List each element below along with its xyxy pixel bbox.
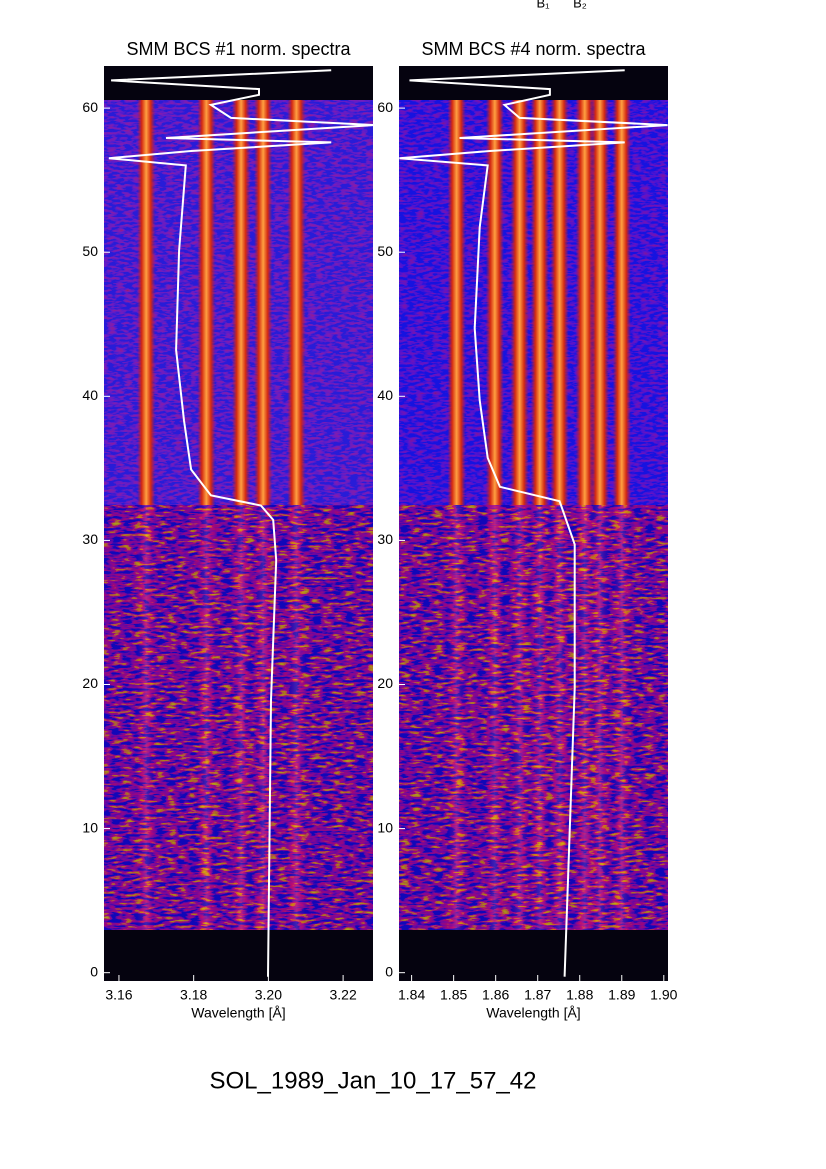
x-tick-label: 1.84 (398, 987, 425, 1003)
annotation: B₂ (573, 0, 587, 10)
chart-title: SMM BCS #1 norm. spectra (126, 39, 351, 59)
image-lower-noise (104, 505, 373, 930)
x-tick-label: 1.86 (482, 987, 509, 1003)
x-tick-label: 1.85 (440, 987, 467, 1003)
light-curve (399, 69, 668, 977)
spectral-line (575, 100, 594, 505)
image-bottom-dark (104, 930, 373, 981)
spectral-line (287, 100, 306, 505)
y-tick-label: 0 (385, 963, 393, 979)
y-tick-label: 50 (377, 243, 393, 259)
spectral-line (137, 100, 156, 505)
y-tick-label: 10 (377, 819, 393, 835)
image-bottom-dark (399, 930, 668, 981)
light-curve (108, 69, 373, 977)
spectral-line (550, 100, 569, 505)
spectral-line (197, 100, 216, 505)
y-tick-label: 20 (82, 675, 98, 691)
figure-title: SOL_1989_Jan_10_17_57_42 (210, 1067, 537, 1094)
x-tick-label: 3.16 (105, 987, 132, 1003)
y-tick-label: 50 (82, 243, 98, 259)
y-tick-label: 40 (377, 387, 393, 403)
spectral-line (232, 100, 251, 505)
spectral-line (590, 100, 609, 505)
x-tick-label: 1.90 (650, 987, 677, 1003)
spectral-line (612, 100, 631, 505)
x-axis-label: Wavelength [Å] (486, 1005, 580, 1021)
spectral-line (510, 100, 529, 505)
x-tick-label: 3.22 (329, 987, 356, 1003)
chart-title: SMM BCS #4 norm. spectra (421, 39, 646, 59)
plot-area (104, 66, 373, 981)
image-lower-noise (399, 505, 668, 930)
y-tick-label: 0 (90, 963, 98, 979)
spectral-line (485, 100, 504, 505)
x-tick-label: 3.20 (255, 987, 282, 1003)
y-tick-label: 20 (377, 675, 393, 691)
annotation: B₁ (536, 0, 550, 10)
x-axis-label: Wavelength [Å] (191, 1005, 285, 1021)
y-tick-label: 60 (377, 99, 393, 115)
y-tick-label: 10 (82, 819, 98, 835)
y-tick-label: 40 (82, 387, 98, 403)
y-tick-label: 60 (82, 99, 98, 115)
plot-area (399, 66, 668, 981)
spectral-line (530, 100, 549, 505)
x-tick-label: 3.18 (180, 987, 207, 1003)
x-tick-label: 1.89 (608, 987, 635, 1003)
spectral-line (447, 100, 466, 505)
y-tick-label: 30 (82, 531, 98, 547)
y-tick-label: 30 (377, 531, 393, 547)
spectral-line (254, 100, 273, 505)
x-tick-label: 1.87 (524, 987, 551, 1003)
x-tick-label: 1.88 (566, 987, 593, 1003)
